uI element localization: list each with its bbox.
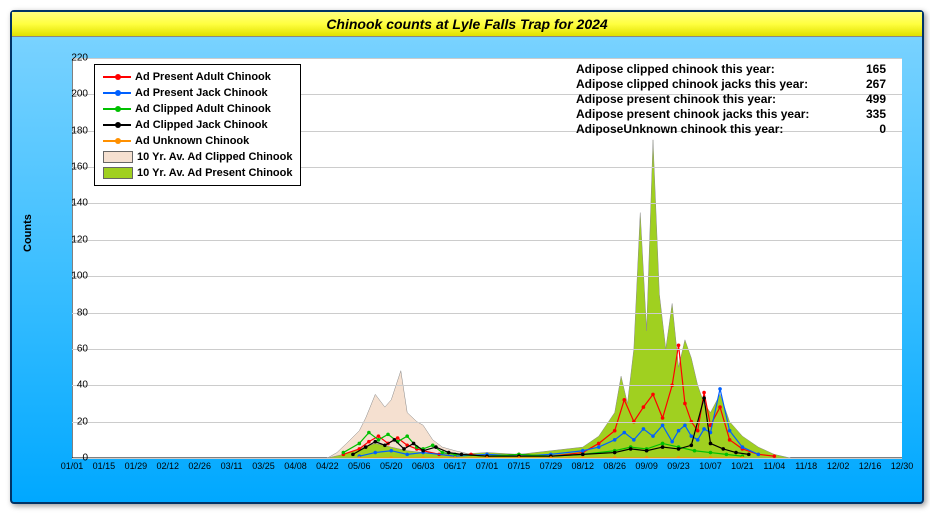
y-tick: 80 <box>64 307 88 318</box>
stat-row: Adipose clipped chinook this year: 165 <box>576 62 886 77</box>
x-tick: 02/26 <box>188 461 211 471</box>
y-tick: 100 <box>64 271 88 282</box>
legend-label: Ad Clipped Adult Chinook <box>135 103 271 115</box>
x-tick: 02/12 <box>157 461 180 471</box>
x-tick: 07/01 <box>476 461 499 471</box>
x-tick: 05/06 <box>348 461 371 471</box>
stat-value: 267 <box>866 77 886 92</box>
chart-title: Chinook counts at Lyle Falls Trap for 20… <box>12 12 922 37</box>
stat-row: AdiposeUnknown chinook this year: 0 <box>576 122 886 137</box>
gridline <box>72 422 902 423</box>
legend-item: Ad Clipped Jack Chinook <box>103 117 292 133</box>
legend-item: 10 Yr. Av. Ad Clipped Chinook <box>103 149 292 165</box>
gridline <box>72 349 902 350</box>
stat-label: Adipose present chinook this year: <box>576 92 776 107</box>
x-tick: 06/03 <box>412 461 435 471</box>
x-tick: 10/21 <box>731 461 754 471</box>
gridline <box>72 313 902 314</box>
x-tick: 07/29 <box>540 461 563 471</box>
x-tick: 04/08 <box>284 461 307 471</box>
y-tick: 200 <box>64 89 88 100</box>
x-tick: 04/22 <box>316 461 339 471</box>
y-tick: 20 <box>64 416 88 427</box>
x-tick: 09/09 <box>635 461 658 471</box>
stat-row: Adipose clipped chinook jacks this year:… <box>576 77 886 92</box>
x-tick: 07/15 <box>508 461 531 471</box>
stat-row: Adipose present chinook jacks this year:… <box>576 107 886 122</box>
stat-row: Adipose present chinook this year: 499 <box>576 92 886 107</box>
stat-value: 499 <box>866 92 886 107</box>
gridline <box>72 458 902 459</box>
y-tick: 60 <box>64 343 88 354</box>
y-tick: 140 <box>64 198 88 209</box>
y-tick: 180 <box>64 125 88 136</box>
legend-label: Ad Unknown Chinook <box>135 135 249 147</box>
chart-frame: Chinook counts at Lyle Falls Trap for 20… <box>10 10 924 504</box>
gridline <box>72 240 902 241</box>
x-tick: 05/20 <box>380 461 403 471</box>
y-tick: 120 <box>64 234 88 245</box>
legend-item: 10 Yr. Av. Ad Present Chinook <box>103 165 292 181</box>
x-tick: 12/16 <box>859 461 882 471</box>
x-tick: 11/04 <box>763 461 785 471</box>
stat-label: Adipose clipped chinook jacks this year: <box>576 77 808 92</box>
y-tick: 220 <box>64 53 88 64</box>
legend-label: Ad Present Adult Chinook <box>135 71 271 83</box>
stat-value: 335 <box>866 107 886 122</box>
x-tick: 12/02 <box>827 461 850 471</box>
x-tick: 10/07 <box>699 461 722 471</box>
x-tick: 06/17 <box>444 461 467 471</box>
legend-box: Ad Present Adult Chinook Ad Present Jack … <box>94 64 301 186</box>
gridline <box>72 203 902 204</box>
stat-value: 165 <box>866 62 886 77</box>
y-tick: 40 <box>64 380 88 391</box>
x-tick: 08/26 <box>603 461 626 471</box>
gridline <box>72 58 902 59</box>
y-tick: 160 <box>64 162 88 173</box>
legend-item: Ad Unknown Chinook <box>103 133 292 149</box>
y-axis-label: Counts <box>22 214 34 252</box>
x-tick: 01/01 <box>61 461 84 471</box>
x-tick: 11/18 <box>795 461 817 471</box>
stat-label: AdiposeUnknown chinook this year: <box>576 122 783 137</box>
x-tick: 03/25 <box>252 461 275 471</box>
gridline <box>72 385 902 386</box>
legend-item: Ad Present Jack Chinook <box>103 85 292 101</box>
stats-box: Adipose clipped chinook this year:165Adi… <box>576 62 886 137</box>
x-tick: 09/23 <box>667 461 690 471</box>
legend-item: Ad Clipped Adult Chinook <box>103 101 292 117</box>
x-tick: 03/11 <box>221 461 243 471</box>
legend-label: Ad Present Jack Chinook <box>135 87 268 99</box>
stat-label: Adipose present chinook jacks this year: <box>576 107 809 122</box>
x-tick: 12/30 <box>891 461 914 471</box>
x-tick: 01/15 <box>93 461 116 471</box>
x-tick: 08/12 <box>572 461 595 471</box>
stat-label: Adipose clipped chinook this year: <box>576 62 775 77</box>
legend-label: Ad Clipped Jack Chinook <box>135 119 268 131</box>
legend-item: Ad Present Adult Chinook <box>103 69 292 85</box>
x-tick: 01/29 <box>125 461 148 471</box>
legend-label: 10 Yr. Av. Ad Present Chinook <box>137 167 292 179</box>
plot-area: Ad Present Adult Chinook Ad Present Jack … <box>72 58 902 458</box>
legend-label: 10 Yr. Av. Ad Clipped Chinook <box>137 151 292 163</box>
stat-value: 0 <box>879 122 886 137</box>
gridline <box>72 276 902 277</box>
